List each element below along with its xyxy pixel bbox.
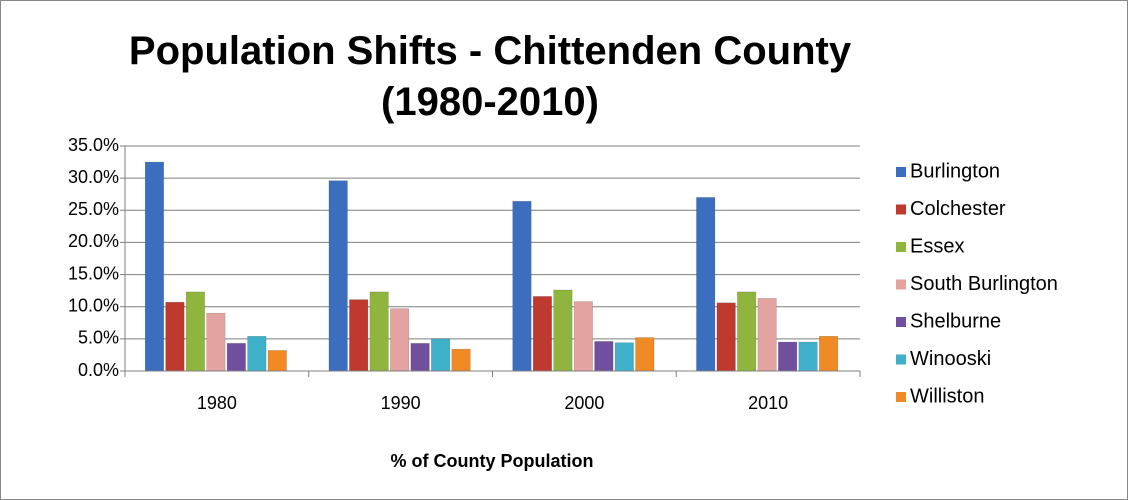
legend-swatch (896, 242, 906, 252)
bar (390, 308, 410, 372)
bar (532, 296, 552, 372)
y-tick-label: 10.0% (68, 295, 119, 315)
bar (267, 350, 287, 372)
bar (635, 337, 655, 372)
legend-label: Williston (910, 385, 984, 407)
legend-label: Essex (910, 235, 964, 257)
bar (778, 341, 798, 372)
x-tick-label: 1990 (381, 393, 421, 413)
legend-label: Shelburne (910, 310, 1001, 332)
bar (757, 298, 777, 372)
x-axis-title: % of County Population (391, 451, 594, 471)
legend-swatch (896, 167, 906, 177)
legend-swatch (896, 317, 906, 327)
y-tick-label: 25.0% (68, 199, 119, 219)
legend-swatch (896, 204, 906, 215)
bar (594, 341, 614, 372)
x-tick-label: 2000 (564, 393, 604, 413)
bar (716, 302, 736, 372)
y-tick-label: 20.0% (68, 231, 119, 251)
legend-swatch (896, 354, 906, 365)
bar (226, 343, 246, 372)
y-tick-label: 35.0% (68, 135, 119, 155)
x-tick-label: 2010 (748, 393, 788, 413)
bar (573, 301, 593, 372)
bar (614, 342, 634, 372)
legend-swatch (896, 279, 906, 290)
bar (206, 312, 226, 372)
legend-label: Winooski (910, 348, 991, 370)
bar (369, 291, 389, 372)
bar (144, 161, 164, 372)
bar (185, 291, 205, 372)
y-tick-label: 15.0% (68, 263, 119, 283)
bar (512, 201, 532, 372)
y-tick-label: 0.0% (78, 360, 119, 380)
y-tick-label: 5.0% (78, 328, 119, 348)
bar (451, 348, 471, 372)
x-tick-label: 1980 (197, 393, 237, 413)
bar (431, 338, 451, 372)
chart-title: Population Shifts - Chittenden County (1… (128, 29, 852, 124)
bar (737, 291, 757, 372)
bar (696, 197, 716, 372)
bar (798, 341, 818, 372)
bar (328, 180, 348, 372)
bar (819, 336, 839, 372)
bar (410, 343, 430, 372)
bar (165, 301, 185, 372)
legend-label: Burlington (910, 160, 1000, 182)
y-tick-label: 30.0% (68, 167, 119, 187)
bar (247, 336, 267, 372)
legend-swatch (896, 392, 906, 402)
legend-label: Colchester (910, 198, 1006, 220)
bar (349, 299, 369, 372)
bar (553, 289, 573, 372)
legend-label: South Burlington (910, 273, 1058, 295)
